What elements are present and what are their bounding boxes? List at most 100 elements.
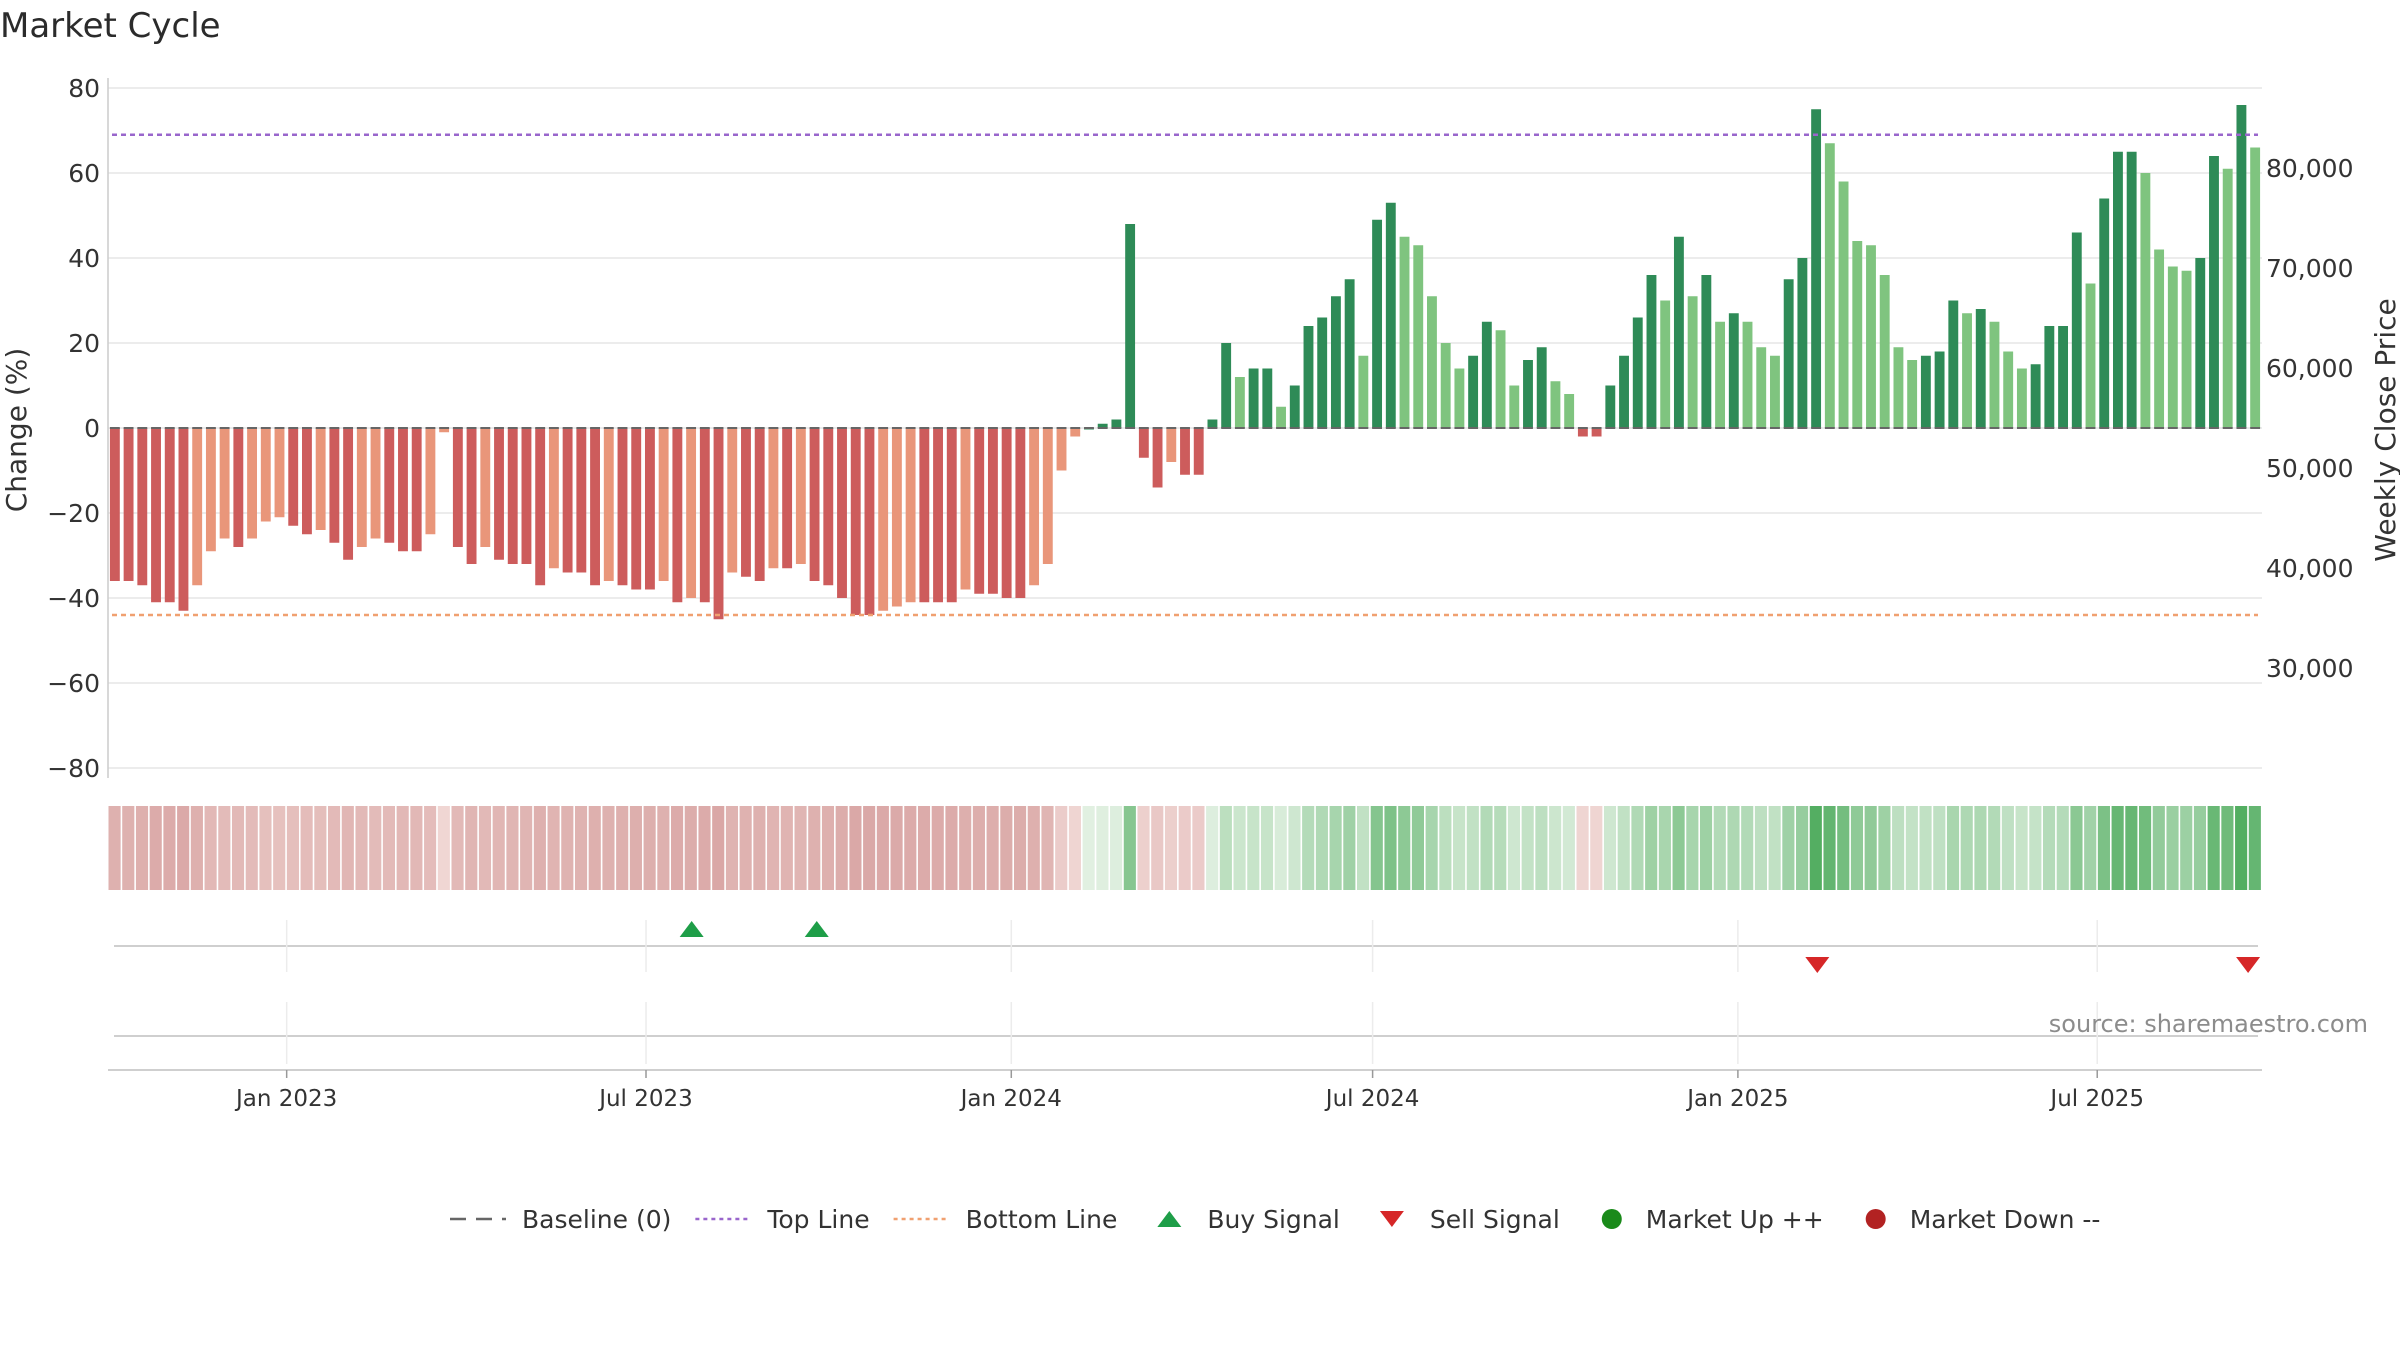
heat-cell [671,806,684,890]
heat-cell [1727,806,1740,890]
bar [1673,236,1684,428]
heat-cell [204,806,217,890]
heat-cell [588,806,601,890]
heat-cell [1206,806,1219,890]
bar [1824,143,1835,428]
y-axis-right: 80,000 70,000 60,000 50,000 40,000 30,000 [2266,154,2353,683]
bar [2236,105,2247,428]
heat-cell [1137,806,1150,890]
heat-cell [314,806,327,890]
bar [1866,245,1876,428]
heat-cell [1123,806,1136,890]
bar [219,428,230,539]
heat-cell [1274,806,1287,890]
bar [891,428,902,607]
bar [1138,428,1149,458]
bar [864,428,875,615]
heat-cell [1398,806,1411,890]
bar [1660,300,1671,428]
bar [1317,317,1328,428]
heat-cell [904,806,917,890]
bar [151,428,161,603]
bar [1262,368,1273,428]
y-right-tick-label: 70,000 [2266,254,2353,283]
heat-cell [876,806,889,890]
bar [466,428,477,564]
bar [960,428,971,590]
heat-cell [835,806,848,890]
bar [1536,347,1547,428]
x-tick-label: Jul 2024 [1324,1086,1420,1112]
bar [1948,300,1959,428]
heat-cell [725,806,739,890]
x-tick-label: Jul 2023 [597,1086,693,1112]
heat-cell [424,806,437,890]
heat-cell [1329,806,1342,890]
heat-cell [396,806,409,890]
y-right-tick-label: 80,000 [2266,154,2353,183]
legend-item: Baseline (0) [450,1205,671,1234]
bar [1427,296,1437,428]
heat-cell [1603,806,1617,890]
heat-cell [1411,806,1424,890]
heat-cell [1562,806,1575,890]
bar [905,428,916,603]
heat-cell [1082,806,1095,890]
grid-lines [108,87,2262,769]
heat-cell [1658,806,1671,890]
heat-cell [1425,806,1438,890]
heat-cell [451,806,464,890]
heat-cell [1837,806,1850,890]
x-tick-label: Jan 2023 [234,1086,337,1112]
heat-cell [1315,806,1328,890]
heat-cell [533,806,546,890]
heat-cell [286,806,299,890]
heat-cell [2139,806,2152,890]
legend-buy-icon [1157,1211,1182,1227]
bar [2222,168,2233,428]
x-axis: Jan 2023 Jul 2023 Jan 2024 Jul 2024 Jan 2025… [108,1069,2262,1112]
heat-cell [1014,806,1027,890]
bar [1509,385,1520,428]
bar [1029,428,1040,586]
bar [2003,351,2014,428]
heat-cell [108,806,121,890]
y-tick-label: 40 [68,244,100,273]
heat-cell [122,806,135,890]
heat-cell [1110,806,1123,890]
bar [2044,326,2055,428]
bar [2030,364,2041,428]
heat-cell [1590,806,1603,890]
heat-cell [369,806,382,890]
bar [301,428,312,535]
bar [480,428,491,547]
legend-item: Top Line [695,1205,870,1234]
bar [1385,202,1396,428]
y-right-tick-label: 50,000 [2266,454,2353,483]
bar [1221,343,1232,428]
heat-cell [1905,806,1918,890]
legend-sell-icon [1379,1211,1404,1227]
bar [1344,279,1355,428]
bar [2181,270,2192,428]
heat-cell [808,806,821,890]
heat-cell [917,806,931,890]
heat-cell [2015,806,2028,890]
bar [384,428,395,543]
heat-cell [739,806,752,890]
heat-cell [2042,806,2056,890]
heat-cell [2235,806,2248,890]
heat-cell [1055,806,1068,890]
y-tick-label: −20 [47,499,100,528]
bar [1180,428,1190,475]
bar [1358,355,1369,428]
heat-cell [1796,806,1809,890]
bar [644,428,655,590]
bar [233,428,244,547]
bar [2140,173,2151,428]
bar [1838,181,1849,428]
heat-cell [547,806,560,890]
heat-cell [1933,806,1946,890]
heat-cell [629,806,642,890]
heat-cell [1494,806,1507,890]
